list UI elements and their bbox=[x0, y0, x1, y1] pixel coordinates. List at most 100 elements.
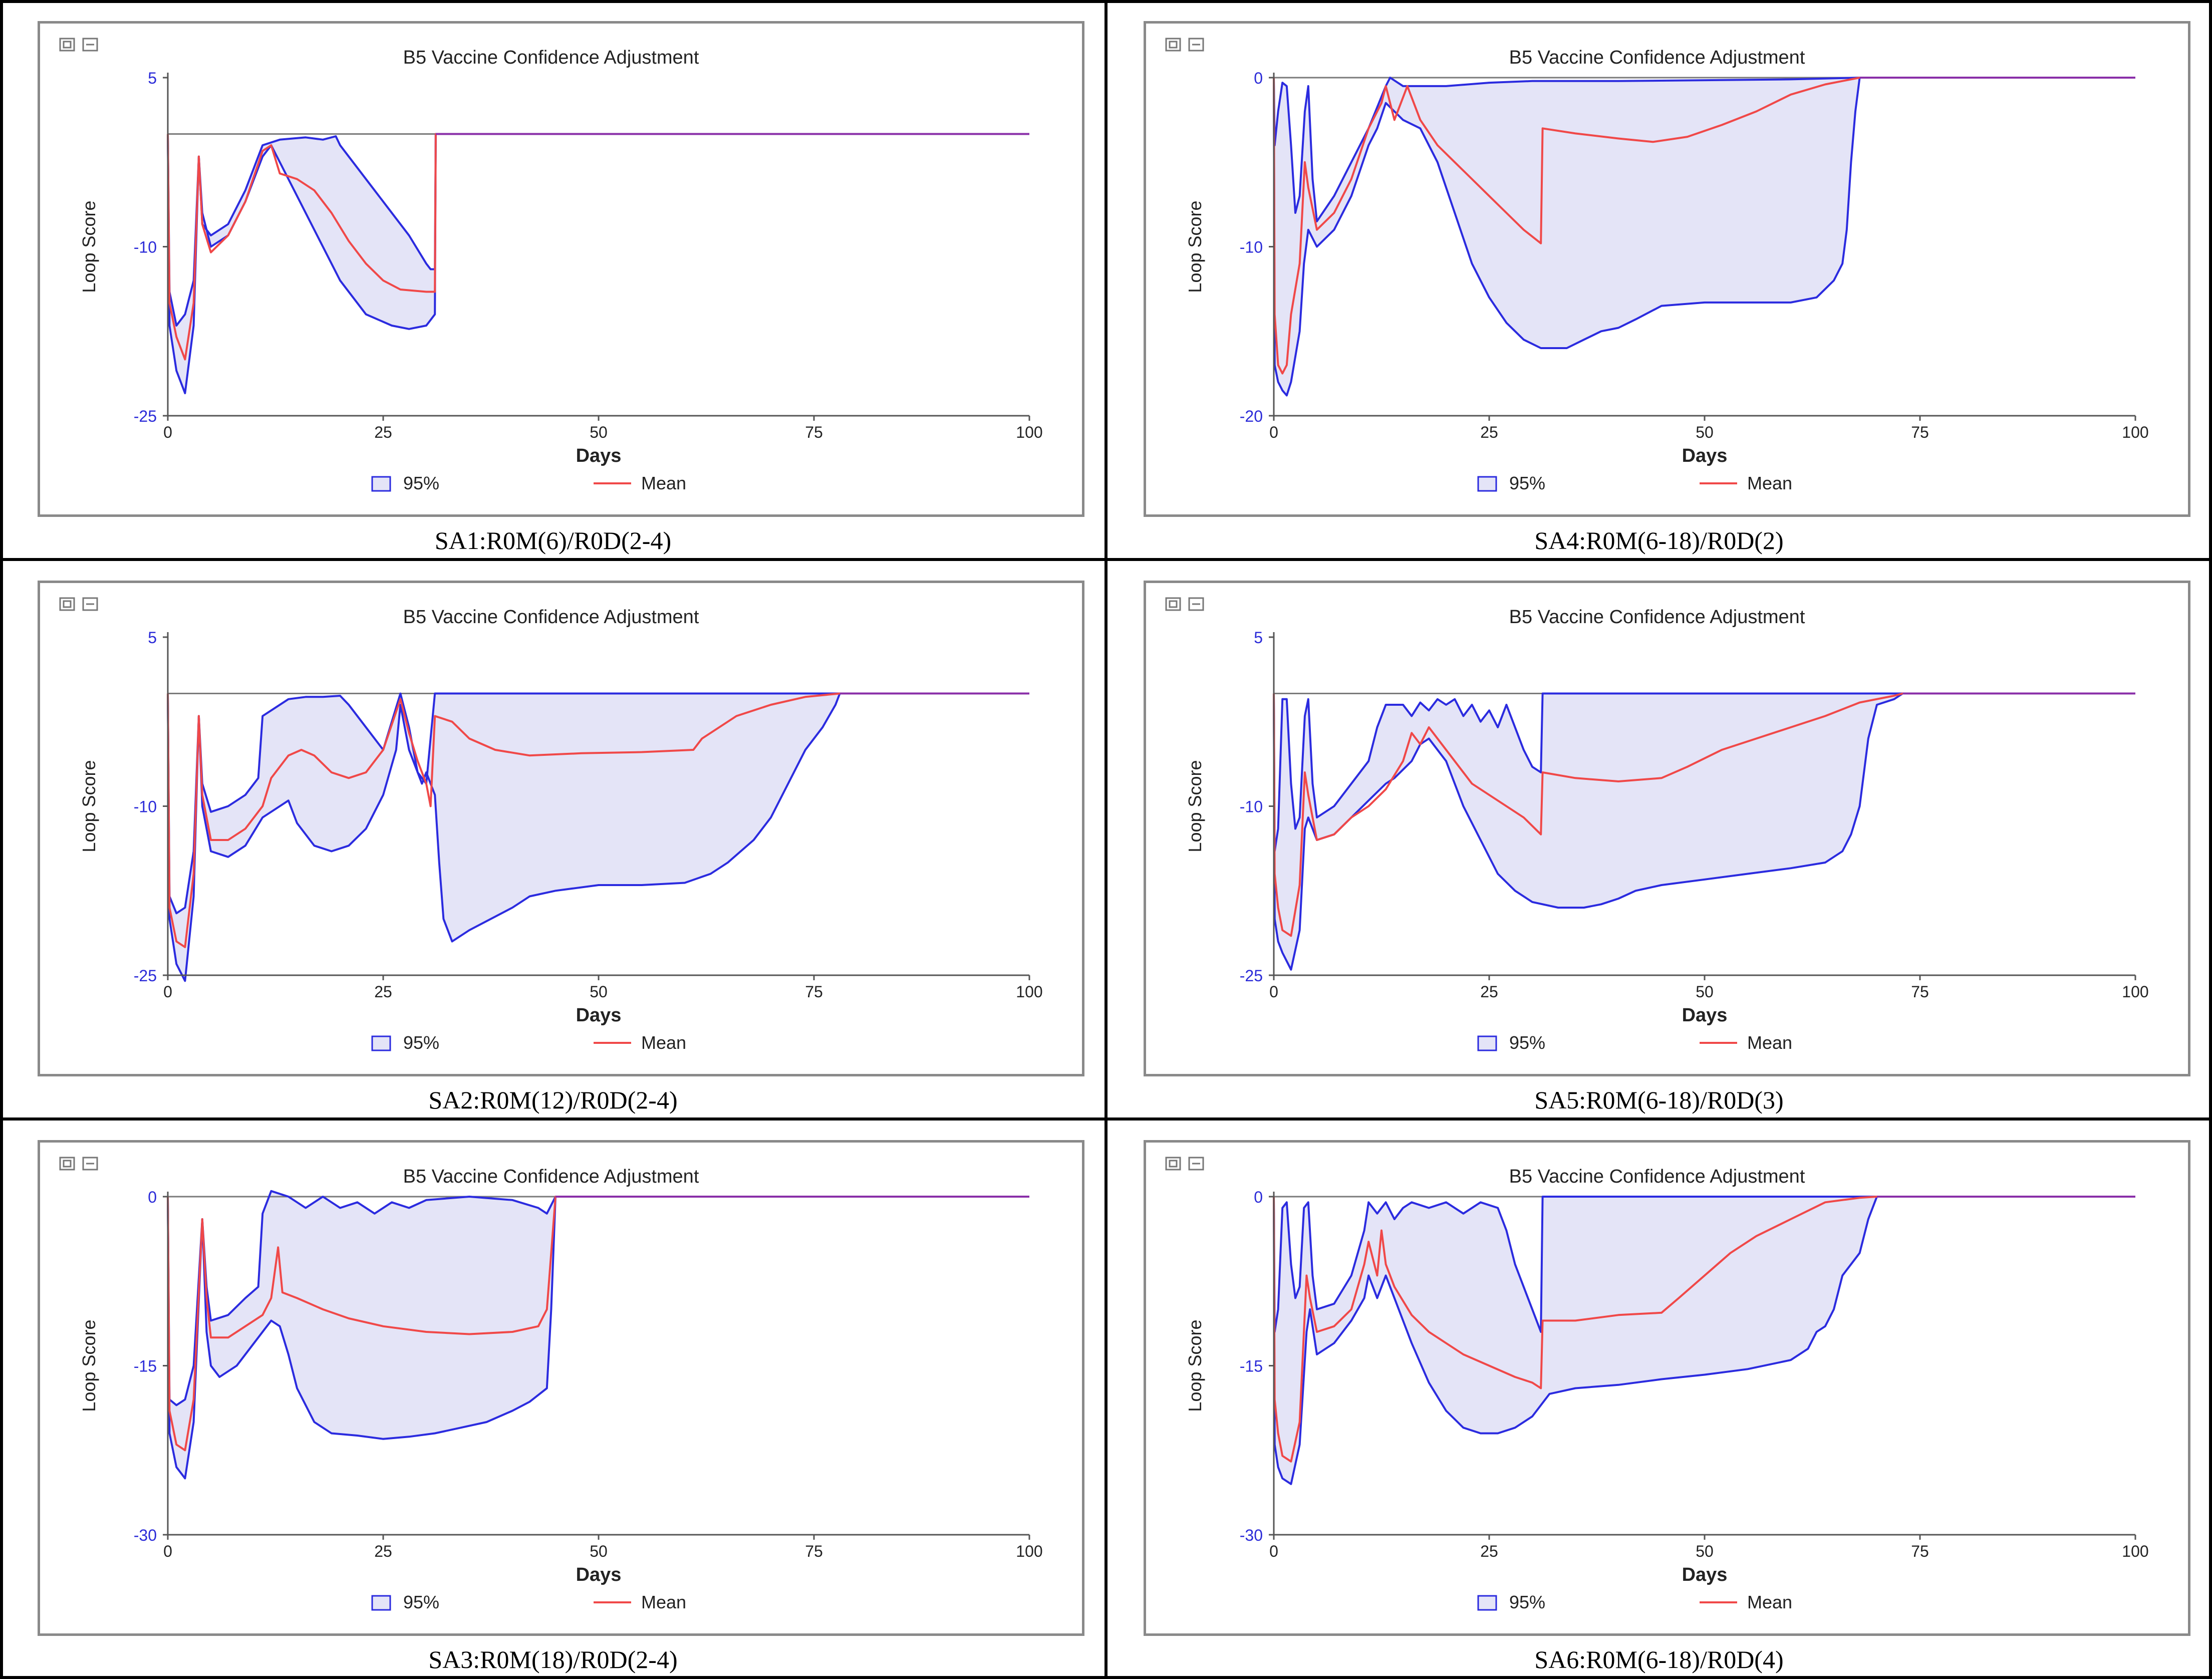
window-menu-icon[interactable] bbox=[1188, 597, 1204, 611]
window-restore-icon[interactable] bbox=[59, 38, 75, 52]
window-menu-icon[interactable] bbox=[1188, 38, 1204, 52]
mean-line bbox=[167, 692, 1029, 948]
panel-caption: SA4:R0M(6-18)/R0D(2) bbox=[1534, 526, 1784, 554]
window-restore-icon-box[interactable] bbox=[1165, 597, 1181, 611]
y-tick-label: -15 bbox=[134, 1357, 157, 1375]
table-border bbox=[0, 1117, 2212, 1121]
band-upper-line bbox=[1273, 692, 2135, 853]
confidence-band-fill bbox=[1274, 78, 2135, 396]
window-restore-icon[interactable] bbox=[59, 1157, 75, 1171]
chart-panel-sa4: B5 Vaccine Confidence Adjustment 0 25 50 75 1… bbox=[1144, 21, 2190, 517]
y-tick-label: -10 bbox=[1240, 798, 1263, 816]
legend-band-swatch bbox=[371, 1035, 391, 1051]
panel-caption: SA5:R0M(6-18)/R0D(3) bbox=[1534, 1086, 1784, 1114]
legend: 95% Mean bbox=[1477, 1032, 1792, 1053]
x-tick-label: 50 bbox=[1696, 423, 1714, 441]
legend-band-swatch bbox=[1477, 1595, 1497, 1611]
x-tick-label: 0 bbox=[163, 1542, 172, 1560]
y-tick-label: -15 bbox=[1240, 1357, 1263, 1375]
y-tick-label: -10 bbox=[1240, 238, 1263, 256]
x-axis-label: Days bbox=[1682, 1005, 1728, 1026]
window-restore-icon-box[interactable] bbox=[59, 597, 75, 611]
mean-line bbox=[1273, 1196, 2135, 1463]
legend-mean-label: Mean bbox=[641, 473, 686, 493]
window-restore-icon-box[interactable] bbox=[1165, 38, 1181, 52]
legend-mean-label: Mean bbox=[641, 1032, 686, 1053]
legend-band-label: 95% bbox=[1509, 1032, 1545, 1053]
x-tick-label: 75 bbox=[805, 423, 823, 441]
x-tick-label: 100 bbox=[2122, 1542, 2148, 1560]
window-menu-icon-box[interactable] bbox=[1188, 597, 1204, 611]
window-restore-icon-inner[interactable] bbox=[63, 600, 72, 608]
legend: 95% Mean bbox=[371, 1032, 686, 1053]
x-tick-label: 75 bbox=[805, 1542, 823, 1560]
window-menu-icon-box[interactable] bbox=[82, 38, 98, 52]
window-restore-icon-inner[interactable] bbox=[1169, 1160, 1178, 1168]
window-restore-icon-inner[interactable] bbox=[1169, 41, 1178, 49]
chart-cell-sa2: B5 Vaccine Confidence Adjustment 0 25 50 75 1… bbox=[0, 559, 1106, 1119]
x-tick-label: 25 bbox=[1480, 423, 1498, 441]
window-restore-icon-box[interactable] bbox=[1165, 1157, 1181, 1171]
x-tick-label: 0 bbox=[1269, 1542, 1278, 1560]
y-tick-label: 5 bbox=[1254, 629, 1263, 647]
x-tick-label: 50 bbox=[590, 983, 608, 1001]
y-axis-label: Loop Score bbox=[79, 760, 99, 852]
legend: 95% Mean bbox=[1477, 473, 1792, 493]
chart-panel-sa5: B5 Vaccine Confidence Adjustment 0 25 50 75 1… bbox=[1144, 581, 2190, 1076]
x-axis-label: Days bbox=[1682, 1564, 1728, 1585]
confidence-band-fill bbox=[1274, 1197, 2135, 1484]
table-border bbox=[2209, 0, 2212, 1679]
window-restore-icon-box[interactable] bbox=[59, 38, 75, 52]
x-tick-label: 75 bbox=[1911, 983, 1929, 1001]
legend-band-swatch bbox=[1477, 476, 1497, 492]
window-restore-icon[interactable] bbox=[59, 597, 75, 611]
x-tick-label: 0 bbox=[1269, 423, 1278, 441]
mean-line bbox=[167, 1196, 1029, 1452]
band-lower-line bbox=[1273, 1196, 2135, 1485]
table-border bbox=[0, 0, 3, 1679]
legend-band-label: 95% bbox=[403, 1032, 439, 1053]
window-restore-icon-box[interactable] bbox=[59, 1157, 75, 1171]
y-tick-label: -10 bbox=[134, 238, 157, 256]
legend: 95% Mean bbox=[371, 473, 686, 493]
legend-band-label: 95% bbox=[403, 1592, 439, 1612]
window-restore-icon[interactable] bbox=[1165, 597, 1181, 611]
chart-svg-sa3: B5 Vaccine Confidence Adjustment 0 25 50 75 1… bbox=[59, 1157, 1043, 1612]
x-tick-label: 50 bbox=[590, 423, 608, 441]
y-tick-label: -25 bbox=[1240, 967, 1263, 985]
x-tick-label: 100 bbox=[1016, 1542, 1042, 1560]
window-restore-icon-inner[interactable] bbox=[1169, 600, 1178, 608]
x-axis-label: Days bbox=[576, 1005, 622, 1026]
window-restore-icon-inner[interactable] bbox=[63, 41, 72, 49]
panel-caption: SA2:R0M(12)/R0D(2-4) bbox=[428, 1086, 678, 1114]
legend-band-swatch bbox=[371, 476, 391, 492]
y-tick-label: 0 bbox=[1254, 1188, 1263, 1206]
window-menu-icon[interactable] bbox=[82, 38, 98, 52]
window-restore-icon[interactable] bbox=[1165, 38, 1181, 52]
confidence-band-fill bbox=[168, 693, 1029, 981]
y-tick-label: -20 bbox=[1240, 407, 1263, 425]
x-tick-label: 75 bbox=[1911, 423, 1929, 441]
panel-caption: SA3:R0M(18)/R0D(2-4) bbox=[428, 1645, 678, 1673]
mean-line bbox=[1273, 692, 2135, 937]
window-menu-icon[interactable] bbox=[82, 597, 98, 611]
x-tick-label: 75 bbox=[1911, 1542, 1929, 1560]
band-lower-line bbox=[167, 133, 1029, 394]
y-axis-label: Loop Score bbox=[1185, 200, 1205, 293]
y-tick-label: 0 bbox=[148, 1188, 157, 1206]
window-menu-icon[interactable] bbox=[82, 1157, 98, 1171]
chart-svg-sa2: B5 Vaccine Confidence Adjustment 0 25 50 75 1… bbox=[59, 597, 1043, 1053]
window-menu-icon[interactable] bbox=[1188, 1157, 1204, 1171]
window-restore-icon[interactable] bbox=[1165, 1157, 1181, 1171]
y-tick-label: 0 bbox=[1254, 69, 1263, 87]
y-tick-label: -25 bbox=[134, 967, 157, 985]
chart-panel-sa1: B5 Vaccine Confidence Adjustment 0 25 50 75 1… bbox=[38, 21, 1084, 517]
y-tick-label: -25 bbox=[134, 407, 157, 425]
panel-caption: SA1:R0M(6)/R0D(2-4) bbox=[434, 526, 672, 554]
band-lower-line bbox=[167, 692, 1029, 982]
chart-title: B5 Vaccine Confidence Adjustment bbox=[403, 47, 699, 68]
legend-band-swatch bbox=[1477, 1035, 1497, 1051]
window-restore-icon-inner[interactable] bbox=[63, 1160, 72, 1168]
x-tick-label: 50 bbox=[1696, 1542, 1714, 1560]
